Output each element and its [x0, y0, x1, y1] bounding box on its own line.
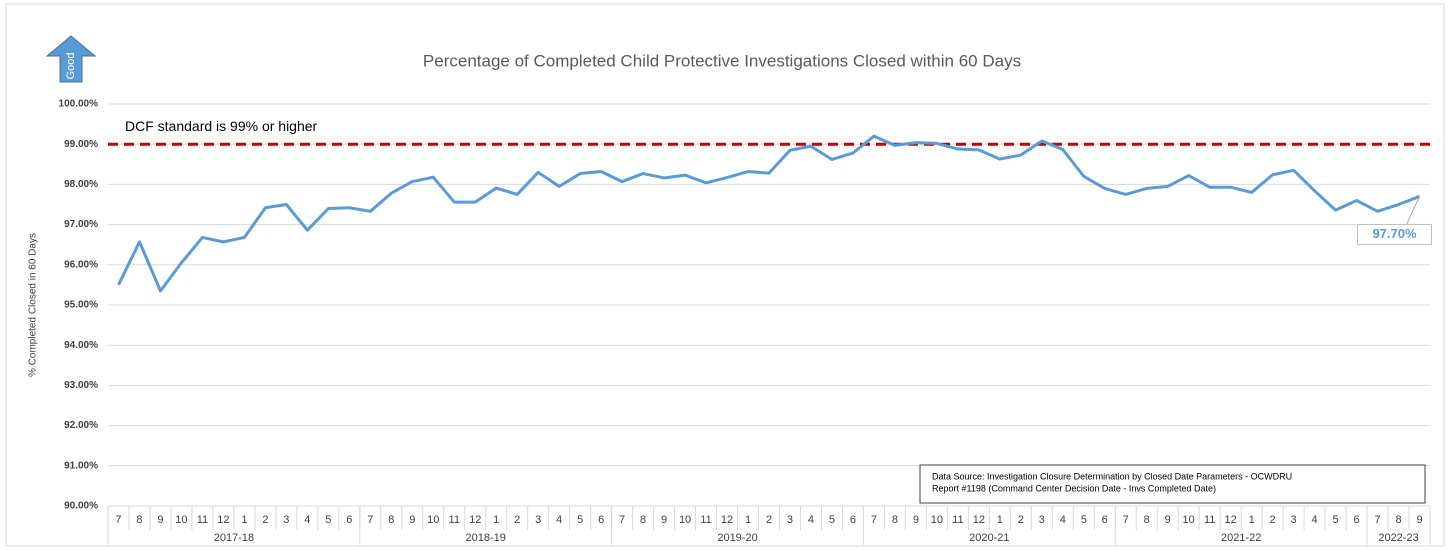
x-tick-label: 11 [197, 514, 208, 526]
x-tick-label: 8 [1395, 514, 1401, 526]
x-tick-label: 12 [973, 514, 985, 526]
x-tick-label: 1 [745, 514, 751, 526]
x-tick-label: 5 [577, 514, 583, 526]
x-tick-label: 7 [619, 514, 625, 526]
x-tick-label: 12 [1225, 514, 1237, 526]
x-group-label: 2021-22 [1221, 532, 1261, 544]
y-tick-label: 99.00% [64, 139, 98, 150]
x-tick-label: 12 [469, 514, 481, 526]
x-tick-label: 2 [1018, 514, 1024, 526]
note-box [919, 464, 1426, 504]
x-tick-label: 11 [449, 514, 460, 526]
line [117, 134, 1421, 293]
x-tick-label: 10 [1183, 514, 1195, 526]
x-tick-label: 2 [1270, 514, 1276, 526]
x-tick-label: 1 [493, 514, 499, 526]
y-tick-label: 93.00% [64, 380, 98, 391]
x-tick-label: 7 [115, 514, 121, 526]
x-tick-label: 7 [1374, 514, 1380, 526]
x-tick-label: 4 [1060, 514, 1066, 526]
x-tick-label: 4 [556, 514, 562, 526]
x-tick-label: 9 [1165, 514, 1171, 526]
x-group-label: 2020-21 [969, 532, 1009, 544]
x-tick-label: 6 [1102, 514, 1108, 526]
x-tick-label: 11 [952, 514, 963, 526]
x-tick-label: 5 [1081, 514, 1087, 526]
x-tick-label: 8 [1144, 514, 1150, 526]
x-tick-label: 4 [808, 514, 814, 526]
x-tick-label: 9 [661, 514, 667, 526]
y-tick-label: 90.00% [64, 501, 98, 512]
x-tick-label: 8 [136, 514, 142, 526]
note: Report #1198 (Command Center Decision Da… [932, 483, 1216, 493]
x-tick-label: 6 [1353, 514, 1359, 526]
y-axis-label: % Completed Closed in 60 Days [28, 233, 39, 377]
x-tick-label: 3 [787, 514, 793, 526]
x-tick-label: 12 [217, 514, 229, 526]
x-tick-label: 2 [262, 514, 268, 526]
leader-line [1406, 196, 1420, 225]
x-tick-label: 8 [388, 514, 394, 526]
x-tick-label: 5 [829, 514, 835, 526]
note: Data Source: Investigation Closure Deter… [932, 471, 1292, 481]
x-tick-label: 3 [535, 514, 541, 526]
x-group-label: 2019-20 [717, 532, 757, 544]
data-label-box [1357, 223, 1433, 245]
y-tick-label: 100.00% [59, 99, 99, 110]
x-tick-label: 11 [700, 514, 711, 526]
x-tick-label: 10 [931, 514, 943, 526]
x-tick-label: 1 [997, 514, 1003, 526]
x-tick-label: 9 [1416, 514, 1422, 526]
good-arrow [45, 35, 97, 83]
x-tick-label: 9 [409, 514, 415, 526]
y-tick-label: 97.00% [64, 219, 98, 230]
x-tick-label: 10 [175, 514, 187, 526]
x-tick-label: 4 [1312, 514, 1318, 526]
data-label: 97.70% [1372, 226, 1417, 241]
good-label: Good [65, 53, 77, 80]
y-tick-label: 96.00% [64, 259, 98, 270]
x-group-label: 2017-18 [214, 532, 254, 544]
x-tick-label: 1 [241, 514, 247, 526]
x-tick-label: 7 [367, 514, 373, 526]
x-tick-label: 7 [871, 514, 877, 526]
x-tick-label: 6 [598, 514, 604, 526]
x-tick-label: 4 [304, 514, 310, 526]
x-tick-label: 5 [1333, 514, 1339, 526]
x-tick-label: 7 [1123, 514, 1129, 526]
reference-label: DCF standard is 99% or higher [125, 118, 318, 134]
x-tick-label: 10 [427, 514, 439, 526]
y-tick-label: 92.00% [64, 420, 98, 431]
x-tick-label: 3 [283, 514, 289, 526]
y-tick-label: 91.00% [64, 460, 98, 471]
x-tick-label: 6 [346, 514, 352, 526]
x-tick-label: 3 [1039, 514, 1045, 526]
x-tick-label: 9 [913, 514, 919, 526]
x-tick-label: 5 [325, 514, 331, 526]
chart-frame [5, 3, 1445, 547]
x-tick-label: 9 [157, 514, 163, 526]
y-tick-label: 94.00% [64, 340, 98, 351]
chart-title: Percentage of Completed Child Protective… [423, 51, 1021, 70]
x-tick-label: 2 [514, 514, 520, 526]
x-tick-label: 1 [1249, 514, 1255, 526]
x-group-label: 2022-23 [1378, 532, 1418, 544]
x-group-label: 2018-19 [466, 532, 506, 544]
x-tick-label: 8 [892, 514, 898, 526]
x-tick-label: 2 [766, 514, 772, 526]
x-tick-label: 6 [850, 514, 856, 526]
x-tick-label: 11 [1204, 514, 1215, 526]
x-tick-label: 12 [721, 514, 733, 526]
y-tick-label: 98.00% [64, 179, 98, 190]
x-tick-label: 10 [679, 514, 691, 526]
x-tick-label: 3 [1291, 514, 1297, 526]
x-tick-label: 8 [640, 514, 646, 526]
y-tick-label: 95.00% [64, 300, 98, 311]
